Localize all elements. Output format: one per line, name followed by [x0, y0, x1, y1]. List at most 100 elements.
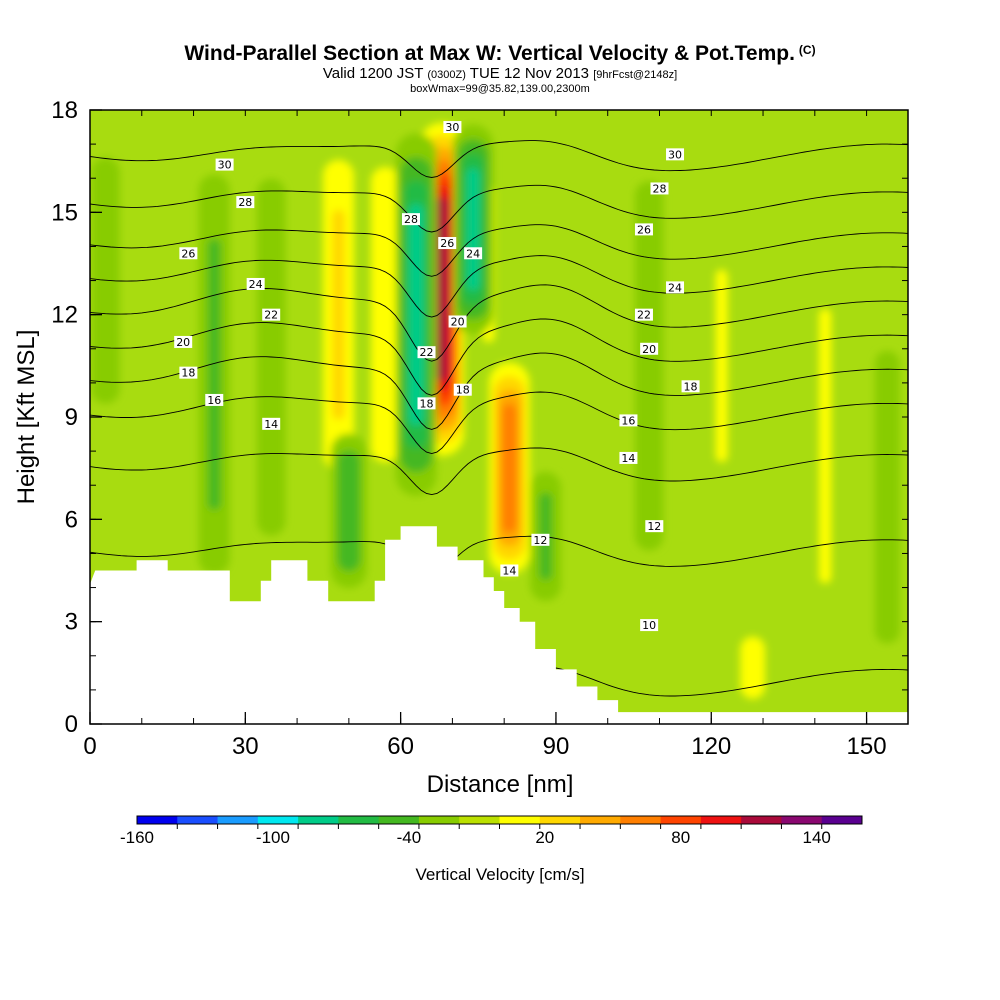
contour-label-box: [640, 619, 659, 632]
contour-label-text: 26: [181, 247, 195, 260]
colorbar-swatch: [298, 816, 339, 824]
contour-label-box: [619, 414, 638, 427]
contour-label: 22: [262, 308, 281, 322]
contour-label-box: [417, 346, 436, 359]
contour-label: 30: [666, 148, 685, 161]
contour-label-text: 18: [456, 384, 470, 397]
contour-label-text: 30: [218, 159, 232, 172]
theta-contour-16: [90, 391, 908, 454]
theta-contour-14: [90, 447, 908, 496]
contour-label-box: [443, 121, 462, 134]
contour-label: 28: [650, 182, 669, 195]
contour-label: 18: [179, 366, 198, 380]
header: Wind-Parallel Section at Max W: Vertical…: [0, 38, 1000, 95]
contour-label: 12: [645, 520, 664, 533]
contour-label-box: [650, 182, 669, 195]
valid-prefix: Valid 1200 JST: [322, 65, 424, 82]
theta-contours: [90, 140, 908, 704]
contour-label-box: [531, 533, 550, 546]
valid-utc: (0300Z): [427, 69, 466, 81]
x-tick-label: 30: [232, 733, 259, 760]
y-tick-label: 3: [65, 609, 78, 636]
theta-contour-24: [90, 255, 908, 318]
contour-label: 12: [531, 533, 550, 547]
contour-label-box: [401, 213, 420, 226]
velocity-cell-14: [715, 269, 728, 462]
contour-label-text: 10: [642, 619, 656, 632]
contour-label: 18: [453, 383, 472, 397]
velocity-band: [634, 181, 664, 551]
contour-label-box: [500, 564, 519, 577]
contour-label-box: [666, 148, 685, 161]
contour-label: 24: [464, 247, 483, 260]
contour-label-text: 14: [621, 452, 635, 465]
contour-label: 24: [246, 277, 265, 291]
colorbar-swatch: [459, 816, 500, 824]
theta-contour-20: [90, 318, 908, 396]
velocity-cell-13: [740, 636, 766, 699]
contour-label: 28: [236, 196, 255, 209]
contour-label: 22: [417, 346, 436, 359]
colorbar-swatch: [580, 816, 621, 824]
contour-label-text: 14: [502, 565, 516, 578]
colorbar-label: -160: [120, 828, 154, 847]
colorbar-label: -100: [256, 828, 290, 847]
velocity-band: [466, 168, 480, 291]
colorbar-swatch: [418, 816, 460, 824]
theta-contour-30: [90, 140, 908, 178]
velocity-cell-16: [874, 350, 900, 644]
contour-label-box: [464, 247, 483, 260]
contour-label-box: [619, 451, 638, 464]
colorbar-swatch: [741, 816, 782, 824]
contour-label: 26: [438, 237, 457, 250]
velocity-band: [332, 209, 345, 420]
terrain: [90, 526, 908, 724]
velocity-cell-2: [370, 167, 400, 463]
velocity-cell-1: [488, 362, 530, 574]
contour-label-text: 12: [647, 520, 661, 533]
contour-label-text: 18: [181, 367, 195, 380]
contour-label-box: [645, 520, 664, 533]
velocity-cell-15: [818, 308, 832, 584]
colorbar-title: Vertical Velocity [cm/s]: [415, 865, 584, 884]
contour-label: 30: [443, 121, 462, 134]
velocity-band: [337, 450, 361, 572]
contour-label-box: [417, 397, 436, 410]
x-axis: 0 30 60 90 120 150: [83, 110, 887, 760]
colorbar-swatch: [177, 816, 219, 824]
contour-label: 14: [262, 417, 281, 431]
contour-label-box: [179, 366, 198, 379]
contour-label-box: [681, 380, 700, 393]
contour-label-text: 20: [642, 343, 656, 356]
theta-contour-26: [90, 224, 908, 277]
velocity-band: [740, 636, 766, 699]
colorbar-swatch: [660, 816, 702, 824]
y-tick-label: 9: [65, 404, 78, 431]
contour-label-box: [215, 158, 234, 171]
contour-label: 30: [215, 158, 234, 172]
valid-time: Valid 1200 JST (0300Z) TUE 12 Nov 2013 […: [0, 66, 1000, 83]
contour-labels: 30 28 26 24 22 20 18 16 14 30 28 26 24 20 22 18 18 14 12 30…: [174, 121, 700, 632]
contour-label-box: [448, 315, 467, 328]
contour-label-text: 28: [652, 182, 666, 195]
contour-label-box: [205, 393, 224, 406]
contour-label-box: [438, 237, 457, 250]
contour-label-box: [262, 417, 281, 430]
chart-title-text: Wind-Parallel Section at Max W: Vertical…: [184, 42, 795, 65]
contour-label-box: [246, 277, 265, 290]
contour-label-box: [179, 247, 198, 260]
colorbar-swatch: [338, 816, 380, 824]
contour-label-text: 28: [404, 213, 418, 226]
contour-label-box: [634, 223, 653, 236]
colorbar-swatch: [539, 816, 581, 824]
x-tick-label: 90: [543, 733, 570, 760]
contour-label-text: 20: [451, 315, 465, 328]
contour-label: 18: [417, 397, 436, 410]
colorbar-swatch: [257, 816, 299, 824]
contour-label-text: 16: [621, 414, 635, 427]
velocity-band: [408, 203, 424, 426]
colorbar-swatch: [499, 816, 541, 824]
x-tick-label: 120: [691, 733, 731, 760]
contour-label-text: 26: [440, 237, 454, 250]
colorbar-label: 140: [803, 828, 831, 847]
